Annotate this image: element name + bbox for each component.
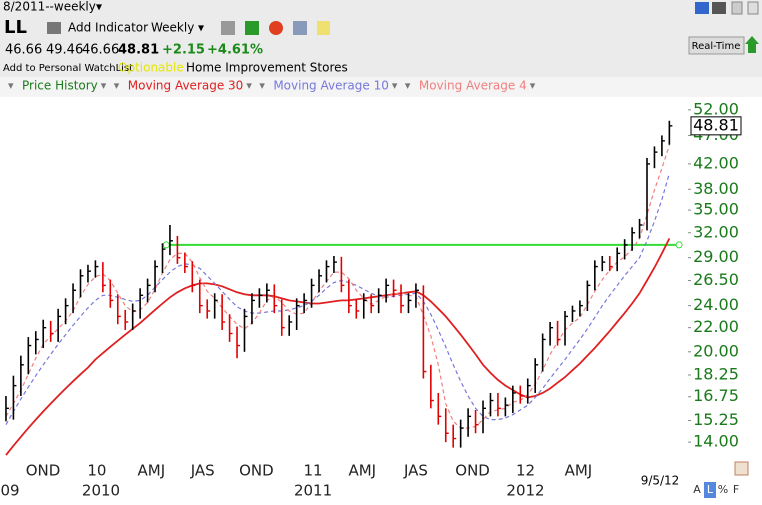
legend-dropdown[interactable]: ▾ (101, 79, 107, 92)
plot-bg (0, 97, 688, 458)
icon[interactable] (712, 2, 726, 14)
y-tick-label: 15.25 (693, 410, 739, 429)
y-tick-label: 38.00 (693, 179, 739, 198)
plot-area: 14.00 15.25 16.75 18.25 20.00 22.00 24.00 26.50… (0, 97, 742, 500)
y-tick-label: 22.00 (693, 317, 739, 336)
industry: Home Improvement Stores (186, 61, 348, 75)
x-tick-label: AMJ (565, 462, 593, 480)
icon[interactable] (695, 2, 709, 14)
period[interactable]: 8/2011--weekly (3, 0, 96, 14)
edit-icon[interactable] (734, 461, 749, 476)
change-pct: +4.61% (207, 43, 263, 58)
x-tick-label: JAS (403, 462, 428, 480)
date: 9/5/12 (641, 474, 680, 488)
y-tick-label: 16.75 (693, 386, 739, 405)
icon[interactable] (269, 21, 283, 35)
frequency[interactable]: Weekly (151, 21, 194, 35)
x-tick-label: 11 (304, 462, 323, 480)
year-label: 2011 (294, 482, 332, 500)
legend-entry[interactable]: Moving Average 4 (419, 79, 527, 93)
legend-entry[interactable]: Moving Average 30 (128, 79, 244, 93)
y-tick-label: 32.00 (693, 222, 739, 241)
y-tick-label: 20.00 (693, 341, 739, 360)
x-tick-label: OND (455, 462, 490, 480)
icon[interactable] (317, 21, 330, 35)
up-arrow (745, 36, 759, 53)
legend-dropdown[interactable]: ▾ (530, 79, 536, 92)
legend-dropdown[interactable]: ▾ (246, 79, 252, 92)
legend-entry[interactable]: Price History (22, 79, 98, 93)
mode[interactable]: A (693, 483, 701, 496)
symbol: LL (4, 17, 27, 38)
dropdown[interactable]: ▾ (96, 0, 102, 14)
icon[interactable] (747, 1, 759, 15)
last-price-label: 48.81 (693, 115, 739, 134)
mode[interactable]: F (733, 483, 739, 496)
icon[interactable] (221, 21, 235, 35)
icon[interactable] (245, 21, 259, 35)
legend-entry[interactable]: Moving Average 10 (273, 79, 389, 93)
view-modes: A L% F (693, 482, 739, 498)
legend-arrow[interactable]: ▾ (259, 79, 265, 92)
last: 48.81 (118, 43, 159, 58)
icon[interactable] (293, 21, 307, 35)
x-tick-label: OND (239, 462, 274, 480)
mode-highlight (704, 482, 716, 498)
add-indicator[interactable]: Add Indicator (68, 21, 148, 35)
moving-average (5, 237, 671, 456)
year-label: 09 (0, 482, 19, 500)
y-tick-label: 18.25 (693, 364, 739, 383)
low: 46.66 (82, 43, 119, 58)
support-end (162, 241, 170, 249)
realtime-button[interactable] (688, 36, 745, 55)
top-icons (695, 1, 759, 15)
x-tick-label: JAS (190, 462, 215, 480)
watchlist[interactable]: Add to Personal WatchList (3, 63, 133, 74)
year-label: 2012 (506, 482, 544, 500)
y-tick-label: 26.50 (693, 270, 739, 289)
legend-arrow[interactable]: ▾ (405, 79, 411, 92)
change: +2.15 (162, 43, 205, 58)
support-end (675, 241, 683, 249)
x-tick-label: AMJ (137, 462, 165, 480)
legend-bg (0, 77, 762, 97)
optionable: Optionable (118, 61, 184, 75)
dropdown[interactable]: ▾ (198, 21, 204, 35)
mode[interactable]: L (707, 483, 714, 496)
x-tick-label: 12 (516, 462, 535, 480)
realtime-label[interactable]: Real-Time (692, 41, 741, 52)
x-tick-label: 10 (87, 462, 106, 480)
y-tick-label: 24.00 (693, 295, 739, 314)
indicator-icon[interactable] (47, 22, 61, 34)
x-tick-label: OND (26, 462, 61, 480)
y-tick-label: 14.00 (693, 432, 739, 451)
y-tick-label: 29.00 (693, 247, 739, 266)
icon[interactable] (731, 1, 743, 15)
mode[interactable]: % (718, 483, 728, 496)
open: 46.66 (5, 43, 42, 58)
legend-arrow[interactable]: ▾ (8, 79, 14, 92)
legend-arrow[interactable]: ▾ (114, 79, 120, 92)
x-tick-label: AMJ (348, 462, 376, 480)
legend-dropdown[interactable]: ▾ (392, 79, 398, 92)
y-tick-label: 42.00 (693, 153, 739, 172)
high: 49.46 (46, 43, 83, 58)
y-tick-label: 52.00 (693, 99, 739, 118)
legend: Price History▾ ▾ Moving Average 30▾ ▾ Moving… (8, 79, 536, 93)
last-price-box (690, 116, 742, 136)
toolbar-icons (221, 21, 330, 35)
year-label: 2010 (82, 482, 120, 500)
y-tick-label: 35.00 (693, 200, 739, 219)
moving-average (5, 172, 670, 425)
